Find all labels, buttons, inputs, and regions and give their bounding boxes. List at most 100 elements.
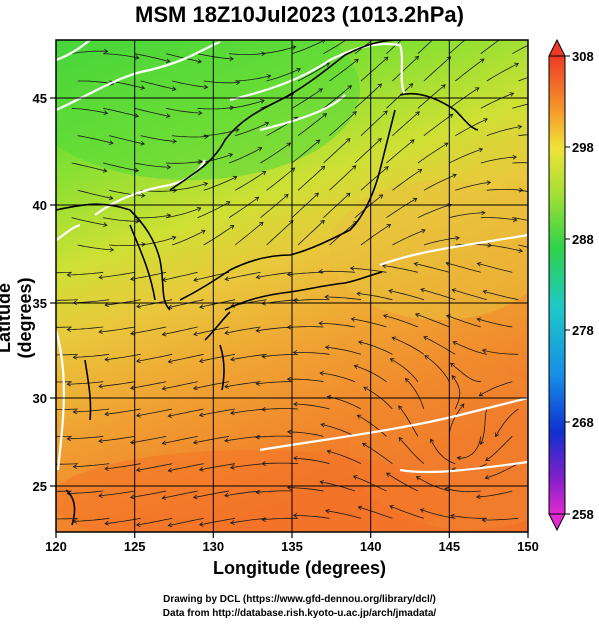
streamline-arrowhead [136,412,141,418]
streamline [67,381,104,385]
streamline [199,517,236,526]
streamline-arrowhead [260,99,265,104]
streamline-arrowhead [409,29,413,33]
streamline-arrowhead [455,235,460,241]
streamline-arrowhead [224,383,229,389]
streamline [228,196,259,219]
streamline-arrowhead [324,294,329,300]
streamline [325,510,362,519]
streamline-arrowhead [198,466,204,472]
streamline [297,62,330,82]
streamline-arrowhead [130,385,135,391]
streamline-arrowhead [261,517,266,522]
streamline-arrowhead [141,193,146,198]
streamline-arrowhead [103,222,108,227]
streamline [224,490,261,497]
streamline [512,103,528,109]
streamline [193,490,230,498]
streamline-arrowhead [404,377,410,383]
streamline [486,244,523,252]
streamline [193,435,230,444]
streamline-arrowhead [378,194,384,199]
streamline-arrowhead [345,192,351,198]
streamline [130,326,167,335]
streamline [234,221,264,246]
streamline-arrowhead [167,413,173,418]
streamline-arrowhead [451,374,457,380]
streamline-arrowhead [109,247,115,253]
streamline [325,296,361,301]
streamline-arrowhead [320,165,326,171]
streamline-arrowhead [108,195,114,201]
streamline-arrowhead [36,325,40,329]
colorbar-tick-label: 278 [572,323,594,338]
streamline [130,271,167,280]
streamline [77,244,114,251]
y-tick-label: 30 [33,391,47,406]
streamline-arrowhead [320,422,326,428]
streamline-arrowhead [479,440,485,446]
streamline [103,53,139,59]
map-title: MSM 18Z10Jul2023 (1013.2hPa) [135,2,464,27]
streamline-arrowhead [104,411,109,417]
streamline [390,358,419,382]
streamline-arrowhead [450,513,455,519]
streamline-arrowhead [98,438,103,444]
streamline-arrowhead [377,83,383,89]
streamline-arrowhead [229,225,235,230]
streamline-arrowhead [165,58,171,64]
streamline-arrowhead [379,31,383,35]
streamline-arrowhead [315,139,321,145]
streamline [56,299,78,301]
streamline-arrowhead [36,434,40,438]
streamline [452,289,487,301]
streamline-arrowhead [417,168,423,174]
streamline-arrowhead [485,456,490,462]
streamline-arrowhead [452,173,457,179]
streamline [77,135,113,144]
streamline [73,463,110,468]
streamline-arrowhead [264,121,270,127]
streamline-arrowhead [255,327,261,333]
streamline [287,487,324,492]
streamline-arrowhead [440,29,444,33]
streamline-arrowhead [134,113,140,118]
streamline-arrowhead [130,330,135,336]
streamline [293,403,330,410]
streamline [229,100,265,109]
streamline-arrowhead [421,228,426,234]
streamline [134,162,171,168]
streamline-arrowhead [292,297,298,303]
streamline [353,475,387,492]
streamline [450,515,487,519]
streamline-arrowhead [356,414,362,419]
streamline-arrowhead [514,62,520,68]
streamline [256,271,293,278]
streamline-arrowhead [193,277,198,282]
streamline-arrowhead [286,142,292,147]
streamline-arrowhead [234,128,240,133]
colorbar-bottom-triangle [548,513,566,532]
streamline [266,68,301,82]
streamline [103,162,139,172]
streamline-arrowhead [518,248,523,253]
colorbar-tick-label: 288 [572,232,594,247]
streamline [203,80,240,84]
streamline [480,40,500,55]
streamline [518,134,528,137]
streamline-arrowhead [104,302,109,308]
streamline-arrowhead [293,401,298,407]
streamline [172,182,208,191]
streamline [455,58,485,82]
streamline-arrowhead [352,111,357,116]
streamline [449,148,483,164]
streamline-arrowhead [255,381,260,386]
streamline [423,237,460,246]
streamline [293,299,330,301]
streamline [354,83,382,109]
streamline [235,75,271,82]
streamline [518,189,528,192]
streamline-arrowhead [293,455,298,461]
streamline [73,353,110,358]
